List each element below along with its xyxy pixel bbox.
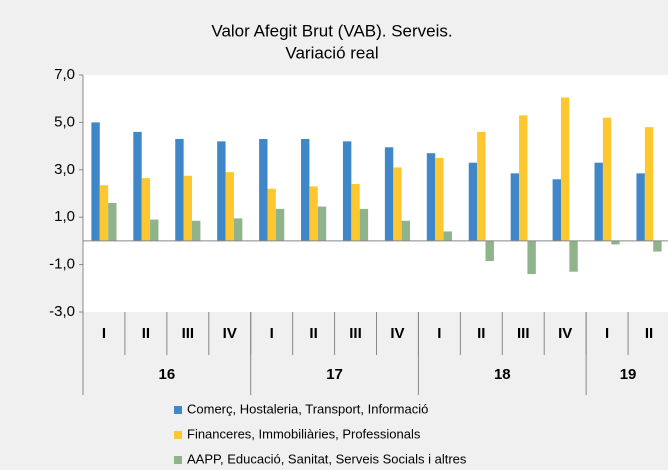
bar [611, 240, 620, 245]
bar [175, 138, 184, 241]
plot-area [83, 75, 668, 312]
x-tick-label: II [309, 325, 317, 342]
x-tick-label: I [270, 325, 274, 342]
x-group-label: 19 [620, 366, 637, 383]
chart-title: Variació real [285, 43, 378, 62]
bar [133, 131, 142, 241]
x-tick-label: II [645, 325, 653, 342]
y-tick-label: -1,0 [49, 256, 75, 273]
bar [342, 141, 352, 241]
bar [560, 97, 570, 241]
bar [443, 231, 452, 241]
bar [393, 167, 402, 241]
bar [510, 173, 520, 241]
bar [519, 115, 528, 241]
bar [401, 220, 411, 241]
bar [309, 186, 318, 241]
y-tick-label: 7,0 [54, 66, 75, 83]
x-tick-label: IV [223, 325, 237, 342]
bar [217, 141, 226, 241]
bar [233, 218, 243, 241]
y-tick-label: 5,0 [54, 113, 75, 130]
x-group-label: 18 [494, 366, 511, 383]
bar [485, 240, 494, 262]
x-tick-label: III [182, 325, 195, 342]
y-tick-label: -3,0 [49, 303, 75, 320]
bar [468, 162, 478, 241]
bar [183, 175, 193, 241]
legend-swatch [174, 431, 182, 439]
x-tick-label: II [142, 325, 150, 342]
bar [384, 147, 394, 241]
x-tick-label: I [437, 325, 441, 342]
bar [225, 172, 234, 241]
legend-label: Financeres, Immobiliàries, Professionals [187, 426, 421, 441]
bar [644, 127, 654, 241]
x-tick-label: II [477, 325, 485, 342]
bar [301, 138, 310, 241]
x-tick-label: I [605, 325, 609, 342]
x-tick-label: I [102, 325, 106, 342]
bar [602, 117, 612, 241]
bar [275, 208, 285, 241]
x-tick-label: IV [390, 325, 404, 342]
bar [267, 188, 276, 241]
bar [141, 178, 151, 241]
bar [594, 162, 603, 241]
bar [192, 220, 201, 241]
x-group-label: 17 [326, 366, 343, 383]
bar [317, 206, 327, 241]
bar [150, 219, 159, 241]
bar [527, 240, 536, 275]
bar [435, 157, 444, 241]
bar [477, 131, 486, 241]
chart-title: Valor Afegit Brut (VAB). Serveis. [211, 21, 452, 40]
bar [351, 184, 360, 241]
bar [569, 240, 578, 272]
bar [552, 179, 561, 241]
y-tick-label: 3,0 [54, 161, 75, 178]
bar [108, 202, 117, 241]
bar [426, 153, 436, 241]
x-tick-label: III [349, 325, 362, 342]
bar [653, 240, 662, 252]
x-tick-label: IV [558, 325, 572, 342]
legend-label: Comerç, Hostaleria, Transport, Informaci… [187, 401, 428, 416]
legend-swatch [174, 406, 182, 414]
bar [359, 208, 369, 241]
legend-label: AAPP, Educació, Sanitat, Serveis Socials… [187, 451, 467, 466]
bar [91, 122, 100, 241]
x-group-label: 16 [159, 366, 176, 383]
y-tick-label: 1,0 [54, 208, 75, 225]
bar [259, 138, 268, 241]
legend-swatch [174, 456, 182, 464]
bar [636, 173, 645, 241]
bar [99, 185, 109, 241]
x-tick-label: III [517, 325, 530, 342]
